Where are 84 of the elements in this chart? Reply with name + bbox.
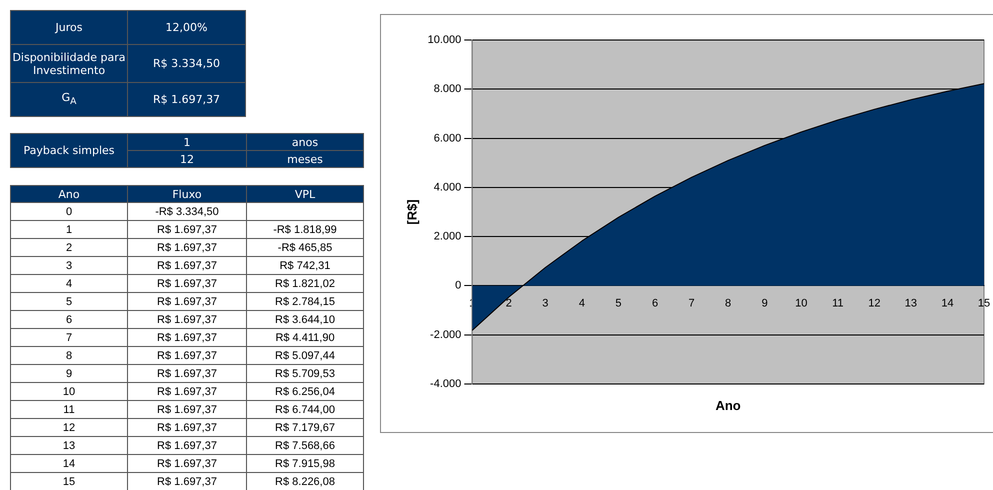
category-label: 2: [66, 242, 72, 254]
y-tick-label: 6.000: [434, 132, 462, 144]
text: R$ 1.697,37: [128, 364, 246, 382]
text: R$ 5.709,53: [246, 364, 364, 382]
text: 12: [128, 150, 246, 168]
text: R$ 1.697,37: [128, 220, 246, 238]
x-tick-label: 8: [725, 297, 732, 310]
text: -R$ 3.334,50: [128, 202, 246, 220]
text: R$ 3.334,50: [128, 44, 246, 82]
text: Juros: [10, 10, 128, 44]
category-label: 14: [62, 458, 76, 470]
text: R$ 6.744,00: [246, 400, 364, 418]
text: R$ 1.697,37: [128, 400, 246, 418]
x-axis-title: Ano: [715, 398, 741, 414]
text: R$ 1.697,37: [128, 328, 246, 346]
x-tick-label: 5: [615, 297, 622, 310]
text: -R$ 465,85: [246, 238, 364, 256]
x-tick-label: 7: [688, 297, 695, 310]
text: R$ 1.697,37: [128, 454, 246, 472]
text: R$ 4.411,90: [246, 328, 364, 346]
x-tick-label: 15: [978, 297, 990, 310]
text: R$ 8.226,08: [246, 472, 364, 490]
y-tick-label: 10.000: [428, 34, 462, 46]
x-tick-label: 11: [832, 297, 844, 310]
category-label: 15: [62, 476, 76, 488]
text: R$ 1.697,37: [128, 346, 246, 364]
category-label: 6: [66, 314, 72, 326]
text: R$ 1.697,37: [128, 292, 246, 310]
text: R$ 1.821,02: [246, 274, 364, 292]
text: R$ 2.784,15: [246, 292, 364, 310]
x-tick-label: 2: [506, 297, 512, 310]
text: G$_{A}$: [10, 82, 128, 116]
x-tick-label: 14: [941, 297, 954, 310]
text: Payback simples: [10, 134, 128, 168]
text: R$ 1.697,37: [128, 418, 246, 436]
text: R$ 1.697,37: [128, 436, 246, 454]
text: R$ 1.697,37: [128, 82, 246, 116]
category-label: 4: [66, 278, 72, 290]
x-tick-label: 4: [578, 297, 585, 310]
category-label: 13: [62, 440, 76, 452]
text: R$ 1.697,37: [128, 238, 246, 256]
y-tick-label: 8.000: [434, 83, 462, 96]
text: R$ 1.697,37: [128, 310, 246, 328]
category-label: 3: [66, 260, 72, 272]
category-label: 9: [66, 368, 72, 380]
text: 0: [10, 202, 128, 220]
category-label: 10: [62, 386, 76, 398]
x-tick-label: 6: [652, 297, 658, 310]
text: R$ 1.697,37: [128, 274, 246, 292]
text: Fluxo: [128, 186, 246, 202]
x-tick-label: 12: [868, 297, 880, 310]
text: anos: [246, 134, 364, 150]
x-tick-label: 9: [762, 297, 768, 310]
text: 12,00%: [128, 10, 246, 44]
y-tick-label: 2.000: [434, 230, 462, 243]
text: R$ 3.644,10: [246, 310, 364, 328]
text: 12: [62, 422, 76, 434]
y-tick-label: -4.000: [430, 378, 462, 390]
y-tick-label: 0: [455, 280, 462, 292]
text: R$ 1.697,37: [128, 256, 246, 274]
y-tick-label: -2.000: [430, 328, 462, 341]
text: -R$ 1.818,99: [246, 220, 364, 238]
text: VPL: [246, 186, 364, 202]
y-tick-label: 4.000: [434, 181, 462, 194]
text: 1: [66, 224, 72, 236]
category-label: 11: [63, 404, 75, 416]
category-label: 8: [66, 350, 72, 362]
x-tick-label: 10: [795, 297, 808, 310]
text: R$ 1.697,37: [128, 382, 246, 400]
text: 1: [128, 134, 246, 150]
text: Disponibilidade para Investimento: [10, 44, 128, 82]
x-tick-label: 3: [542, 297, 548, 310]
category-label: 7: [66, 332, 72, 344]
text: R$ 742,31: [246, 256, 364, 274]
text: Ano: [10, 186, 128, 202]
y-axis-title: [R$]: [404, 199, 420, 225]
text: R$ 5.097,44: [246, 346, 364, 364]
text: meses: [246, 150, 364, 168]
text: R$ 1.697,37: [128, 472, 246, 490]
x-tick-label: 13: [904, 297, 918, 310]
text: R$ 6.256,04: [246, 382, 364, 400]
text: R$ 7.179,67: [246, 418, 364, 436]
text: R$ 7.568,66: [246, 436, 364, 454]
text: R$ 7.915,98: [246, 454, 364, 472]
